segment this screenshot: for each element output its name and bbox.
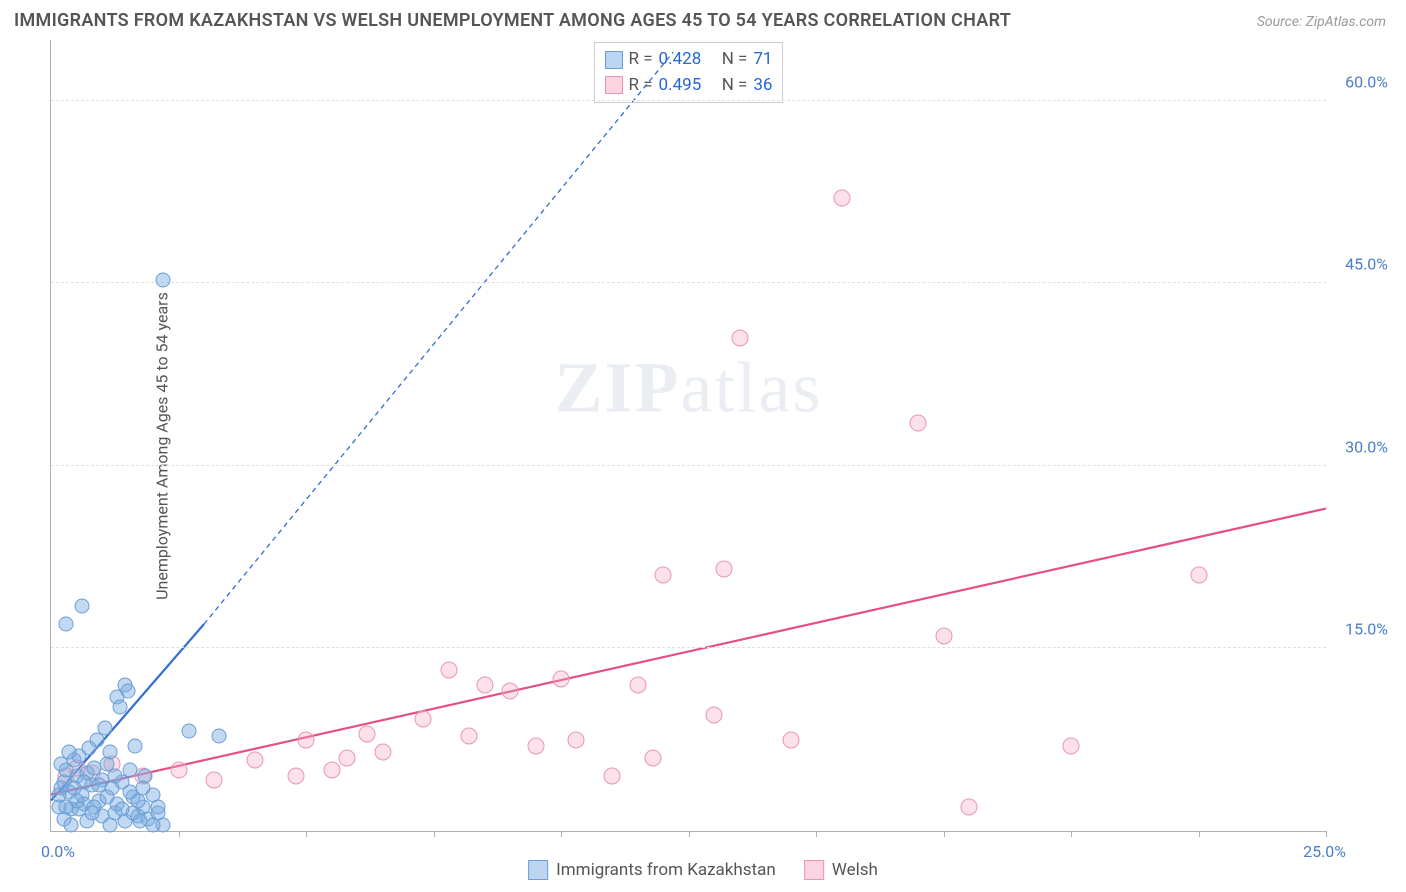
scatter-point-blue [123,763,138,778]
legend-item-2: Welsh [804,860,878,880]
scatter-point-pink [833,190,850,207]
scatter-point-blue [146,817,161,832]
scatter-point-blue [102,744,117,759]
y-tick-label: 30.0% [1345,437,1388,456]
chart-title: IMMIGRANTS FROM KAZAKHSTAN VS WELSH UNEM… [14,10,1011,31]
scatter-point-pink [706,707,723,724]
x-tick [689,831,690,837]
scatter-point-pink [338,750,355,767]
x-tick [944,831,945,837]
scatter-point-pink [476,676,493,693]
scatter-point-blue [84,805,99,820]
scatter-point-blue [74,598,89,613]
x-tick [306,831,307,837]
scatter-point-blue [128,738,143,753]
grid-line [51,100,1326,101]
scatter-point-blue [115,802,130,817]
scatter-point-blue [120,684,135,699]
chart-container: IMMIGRANTS FROM KAZAKHSTAN VS WELSH UNEM… [0,0,1406,892]
y-tick-label: 15.0% [1345,620,1388,639]
scatter-point-blue [102,817,117,832]
scatter-point-pink [298,731,315,748]
scatter-point-blue [61,744,76,759]
x-axis-max-label: 25.0% [1303,842,1346,861]
scatter-point-blue [59,617,74,632]
scatter-point-pink [553,670,570,687]
x-tick [816,831,817,837]
scatter-point-pink [1190,567,1207,584]
source-label: Source: ZipAtlas.com [1257,14,1386,30]
scatter-point-pink [461,728,478,745]
scatter-point-blue [151,799,166,814]
scatter-point-pink [644,750,661,767]
scatter-point-blue [138,769,153,784]
scatter-point-pink [440,662,457,679]
scatter-point-pink [568,731,585,748]
scatter-point-pink [716,561,733,578]
plot-area: ZIPatlas R = 0.428 N = 71 R = 0.495 N = … [50,40,1326,832]
scatter-point-pink [1063,737,1080,754]
scatter-point-blue [64,817,79,832]
scatter-point-pink [604,768,621,785]
bottom-legend: Immigrants from Kazakhstan Welsh [528,860,878,880]
x-tick [179,831,180,837]
scatter-point-blue [212,729,227,744]
scatter-point-pink [323,762,340,779]
scatter-point-pink [629,676,646,693]
x-tick [561,831,562,837]
x-axis-min-label: 0.0% [41,842,75,861]
scatter-point-blue [107,769,122,784]
scatter-point-pink [961,798,978,815]
scatter-point-blue [66,781,81,796]
scatter-point-pink [527,737,544,754]
scatter-point-pink [247,752,264,769]
legend-swatch-blue-icon [528,860,548,880]
scatter-point-pink [910,415,927,432]
scatter-point-pink [782,731,799,748]
legend-item-1: Immigrants from Kazakhstan [528,860,776,880]
x-tick [1199,831,1200,837]
scatter-point-blue [100,789,115,804]
scatter-point-blue [181,724,196,739]
legend-swatch-pink-icon [804,860,824,880]
x-tick [434,831,435,837]
scatter-point-pink [935,628,952,645]
scatter-point-blue [130,793,145,808]
scatter-point-pink [731,330,748,347]
regression-lines [51,40,1326,831]
x-tick [1071,831,1072,837]
scatter-point-blue [59,799,74,814]
scatter-point-pink [502,683,519,700]
y-tick-label: 45.0% [1345,255,1388,274]
scatter-point-blue [112,699,127,714]
scatter-point-blue [97,720,112,735]
x-tick [1326,831,1327,837]
scatter-point-blue [156,272,171,287]
scatter-point-pink [415,711,432,728]
scatter-point-pink [655,567,672,584]
scatter-point-pink [170,762,187,779]
scatter-point-pink [287,768,304,785]
y-tick-label: 60.0% [1345,72,1388,91]
grid-line [51,647,1326,648]
grid-line [51,465,1326,466]
scatter-point-pink [374,743,391,760]
scatter-point-pink [206,771,223,788]
scatter-point-pink [359,725,376,742]
grid-line [51,282,1326,283]
